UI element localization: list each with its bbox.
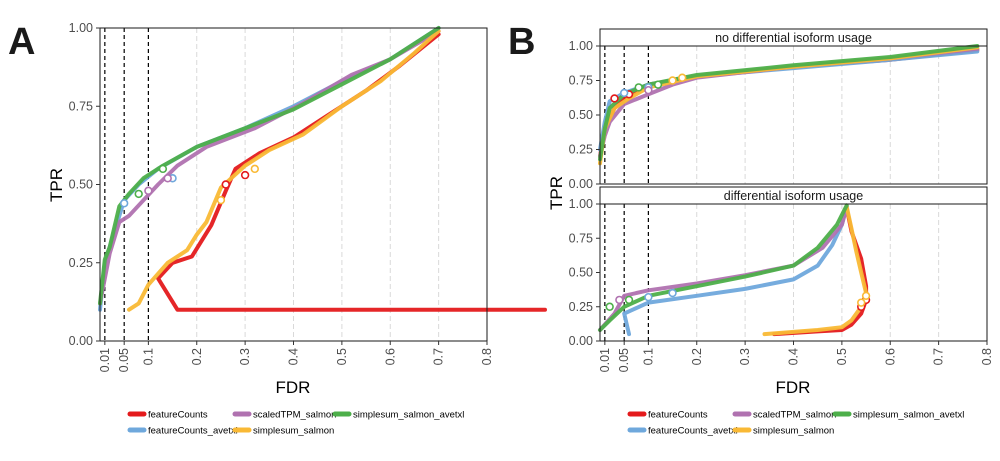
y-tick-label: 0.25 [569,300,593,314]
y-axis-title: TPR [547,176,566,210]
threshold-marker [634,83,643,92]
panel-b: no differential isoform usage 0.00 0.25 0.5… [547,28,994,397]
x-tick-label: 0.01 [98,348,112,372]
threshold-marker [668,76,677,85]
legend-label-scaledTPM_salmon: scaledTPM_salmon [253,410,336,421]
panel-a: 0.00 0.25 0.50 0.75 1.00 0.01 0.05 0.1 0.2 0.3 0.4… [47,21,547,397]
legend-label-featureCounts: featureCounts [648,410,708,421]
x-tick-label: 0.1 [641,348,655,365]
x-tick-label: 0.01 [598,348,612,372]
x-tick-label: 0.2 [690,348,704,365]
curve-featureCounts_avetxl [622,204,849,337]
y-tick-label: 0.00 [69,334,93,348]
threshold-marker [163,174,172,183]
y-tick-label: 1.00 [69,21,93,35]
x-tick-label: 0.4 [287,348,301,365]
legend-label-simplesum_salmon_avetxl: simplesum_salmon_avetxl [353,410,464,421]
threshold-marker [605,302,614,311]
panel-letter-a: A [8,21,35,63]
x-tick-label: 0.05 [617,348,631,372]
threshold-marker [221,180,230,189]
threshold-marker [653,80,663,89]
threshold-marker [119,199,129,208]
x-axis-title: FDR [776,378,811,397]
facet: no differential isoform usage 0.00 0.25 0.5… [569,28,988,191]
threshold-marker [610,94,619,103]
threshold-marker [678,73,687,82]
x-tick-label: 0.6 [383,348,397,365]
legend-label-featureCounts_avetxl: featureCounts_avetxl [648,426,738,437]
y-axis-title: TPR [47,168,66,202]
threshold-marker [158,164,168,174]
y-tick-label: 0.25 [69,256,93,270]
panel-letter-b: B [508,21,535,63]
facet-strip-label: differential isoform usage [724,189,863,203]
legend-label-scaledTPM_salmon: scaledTPM_salmon [753,410,836,421]
x-tick-label: 0.2 [190,348,204,365]
y-tick-label: 0.50 [569,266,593,280]
legend-label-simplesum_salmon: simplesum_salmon [753,426,834,437]
curve-simplesum_salmon [127,29,441,312]
y-tick-label: 1.00 [569,39,593,53]
legend-label-featureCounts: featureCounts [148,410,208,421]
curve-simplesum_salmon_avetxl [598,203,849,332]
threshold-marker [861,291,871,300]
facet: 0.00 0.25 0.50 0.75 1.00 [69,21,547,348]
y-tick-label: 0.00 [569,177,593,191]
x-tick-label: 0.4 [787,348,801,365]
plots: 0.00 0.25 0.50 0.75 1.00 0.01 0.05 0.1 0.2 0.3 0.4… [47,21,994,397]
y-tick-label: 0.75 [569,74,593,88]
y-tick-label: 0.50 [69,178,93,192]
y-tick-label: 0.00 [569,334,593,348]
legend-label-simplesum_salmon_avetxl: simplesum_salmon_avetxl [853,410,964,421]
threshold-marker [644,292,653,302]
x-tick-label: 0.5 [335,348,349,365]
threshold-marker [624,295,634,305]
curve-scaledTPM_salmon [98,29,441,306]
threshold-marker [240,170,250,180]
legend-b: featureCounts scaledTPM_salmon simplesum_s… [627,410,964,437]
x-tick-label: 0.8 [980,348,994,365]
y-tick-label: 0.75 [569,231,593,245]
threshold-marker [216,195,226,205]
legends: featureCounts scaledTPM_salmon simplesum_s… [127,410,964,437]
legend-label-simplesum_salmon: simplesum_salmon [253,426,334,437]
curve-scaledTPM_salmon [598,204,849,332]
threshold-marker [619,88,629,98]
x-tick-label: 0.1 [141,348,155,365]
y-tick-label: 0.75 [69,99,93,113]
x-tick-label: 0.8 [480,348,494,365]
x-tick-label: 0.7 [932,348,946,365]
x-tick-label: 0.3 [738,348,752,365]
facet: differential isoform usage 0.00 0.25 0.50 0.… [569,186,988,348]
x-tick-label: 0.7 [432,348,446,365]
threshold-marker [250,164,260,174]
threshold-marker [615,295,624,305]
x-tick-label: 0.3 [238,348,252,365]
x-axis-title: FDR [276,378,311,397]
y-tick-label: 1.00 [569,197,593,211]
threshold-marker [668,288,677,298]
x-tick-label: 0.6 [883,348,897,365]
facet-strip-label: no differential isoform usage [715,31,872,45]
legend-a: featureCounts scaledTPM_salmon simplesum_s… [127,410,464,437]
y-tick-label: 0.50 [569,108,593,122]
threshold-marker [857,298,866,307]
threshold-marker [134,189,143,199]
threshold-marker [644,85,653,95]
y-tick-label: 0.25 [569,143,593,157]
threshold-marker [144,186,153,195]
legend-label-featureCounts_avetxl: featureCounts_avetxl [148,426,238,437]
x-tick-label: 0.5 [835,348,849,365]
x-tick-label: 0.05 [117,348,131,372]
